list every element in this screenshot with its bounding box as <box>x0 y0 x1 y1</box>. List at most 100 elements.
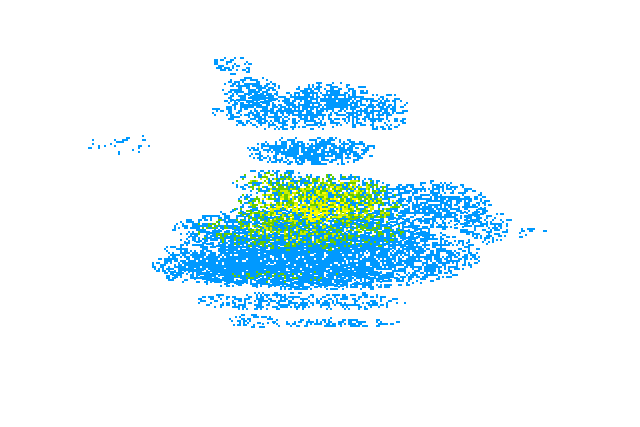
echo-cell <box>292 227 294 229</box>
echo-cell <box>364 192 366 194</box>
echo-cell <box>232 237 234 239</box>
echo-cell <box>394 258 396 260</box>
echo-cell <box>342 202 344 204</box>
echo-cell <box>382 252 384 254</box>
echo-cell <box>400 276 402 278</box>
echo-cell <box>416 237 418 239</box>
echo-cell <box>370 237 372 239</box>
echo-cell <box>268 260 270 262</box>
echo-cell <box>302 225 304 227</box>
echo-cell <box>234 252 236 254</box>
echo-cell <box>370 208 374 210</box>
echo-cell <box>314 200 316 202</box>
echo-cell <box>264 260 266 262</box>
echo-cell <box>248 220 250 222</box>
echo-cell <box>332 241 336 243</box>
echo-cell <box>290 202 292 204</box>
echo-cell <box>366 202 368 204</box>
echo-cell <box>434 262 436 264</box>
echo-cell <box>418 268 420 270</box>
echo-cell <box>360 249 362 251</box>
echo-cell <box>256 218 258 220</box>
echo-cell <box>292 188 296 190</box>
echo-cell <box>402 224 404 226</box>
echo-cell <box>222 213 224 215</box>
echo-cell <box>256 251 258 253</box>
echo-cell <box>454 268 458 270</box>
echo-cell <box>330 260 332 262</box>
echo-cell <box>264 248 266 250</box>
echo-cell <box>352 212 354 214</box>
echo-cell <box>238 264 240 266</box>
echo-cell <box>378 280 380 282</box>
echo-cell <box>246 245 248 247</box>
echo-cell <box>438 252 440 254</box>
echo-cell <box>378 252 380 254</box>
echo-cell <box>394 266 396 268</box>
echo-cell <box>246 233 248 235</box>
echo-cell <box>404 233 406 235</box>
echo-cell <box>462 250 466 252</box>
echo-cell <box>312 258 314 260</box>
echo-cell <box>292 216 294 218</box>
echo-cell <box>344 220 346 222</box>
echo-cell <box>296 235 298 237</box>
echo-cell <box>166 260 168 262</box>
echo-cell <box>284 231 286 233</box>
echo-cell <box>376 249 378 251</box>
echo-cell <box>190 227 192 229</box>
echo-cell <box>320 204 322 206</box>
echo-cell <box>318 247 320 249</box>
echo-cell <box>408 248 410 250</box>
echo-cell <box>202 217 206 219</box>
echo-cell <box>404 272 406 274</box>
echo-cell <box>338 200 340 202</box>
echo-cell <box>294 243 296 245</box>
echo-cell <box>384 286 386 288</box>
echo-cell <box>294 194 296 196</box>
echo-cell <box>184 268 186 270</box>
echo-cell <box>302 288 306 290</box>
echo-cell <box>414 225 416 227</box>
echo-cell <box>352 182 356 184</box>
echo-cell <box>324 237 326 239</box>
echo-cell <box>292 258 294 260</box>
echo-cell <box>418 248 422 250</box>
echo-cell <box>476 248 480 250</box>
echo-cell <box>314 235 316 237</box>
echo-cell <box>292 229 294 231</box>
echo-cell <box>342 241 346 243</box>
echo-cell <box>448 250 450 252</box>
echo-cell <box>414 250 416 252</box>
echo-cell <box>294 186 296 188</box>
echo-cell <box>180 244 182 246</box>
echo-cell <box>350 186 352 188</box>
echo-cell <box>244 198 246 200</box>
echo-cell <box>384 260 386 262</box>
echo-cell <box>262 268 264 270</box>
echo-cell <box>190 250 192 252</box>
echo-cell <box>264 214 266 216</box>
echo-cell <box>296 264 298 266</box>
echo-cell <box>454 256 456 258</box>
echo-cell <box>316 258 318 260</box>
echo-cell <box>326 180 328 182</box>
echo-cell <box>244 231 246 233</box>
echo-cell <box>468 250 470 252</box>
echo-cell <box>278 236 280 238</box>
echo-cell <box>430 272 432 274</box>
echo-cell <box>298 194 300 196</box>
echo-cell <box>246 198 248 200</box>
echo-cell <box>390 216 392 218</box>
echo-cell <box>206 233 208 235</box>
echo-cell <box>180 233 182 235</box>
echo-cell <box>398 274 400 276</box>
echo-cell <box>338 210 340 212</box>
echo-cell <box>236 243 238 245</box>
echo-cell <box>388 196 390 198</box>
echo-cell <box>406 282 408 284</box>
echo-cell <box>304 220 306 222</box>
echo-cell <box>202 246 206 248</box>
echo-cell <box>238 231 240 233</box>
echo-cell <box>420 246 422 248</box>
